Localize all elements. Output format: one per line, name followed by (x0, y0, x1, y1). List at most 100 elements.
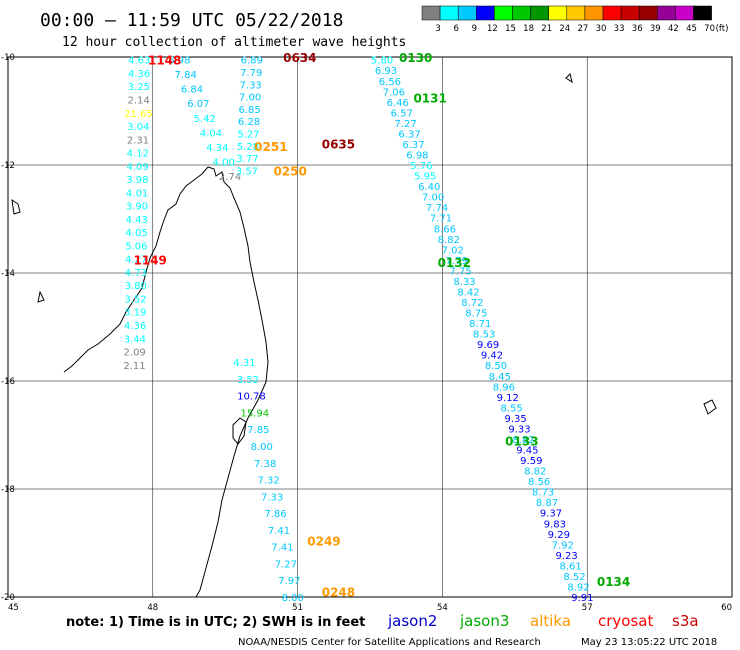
wave-height-value: 7.71 (430, 214, 452, 225)
legend-note: note: 1) Time is in UTC; 2) SWH is in fe… (66, 615, 365, 630)
legend-altika: altika (530, 612, 571, 630)
wave-height-value: 15.94 (241, 408, 270, 419)
color-swatch (620, 5, 640, 21)
wave-height-value: 3.44 (124, 334, 146, 345)
wave-height-value: 3.19 (124, 308, 146, 319)
wave-height-value: 2.11 (123, 361, 145, 372)
wave-height-value: 4.36 (124, 321, 146, 332)
color-scale: 3 6 9 12 15 18 21 24 27 30 33 36 39 42 45 70 (ft) (421, 5, 728, 34)
wave-height-value: 6.98 (406, 151, 428, 162)
wave-height-value: 9.37 (540, 509, 562, 520)
wave-height-value: 7.86 (264, 509, 286, 520)
lon-tick-label: 57 (582, 603, 593, 613)
lat-tick-label: -12 (1, 161, 15, 171)
wave-height-value: 2.14 (128, 95, 150, 106)
wave-height-value: 6.56 (379, 77, 401, 88)
wave-height-value: 3.80 (125, 281, 147, 292)
wave-height-value: 7.27 (394, 119, 416, 130)
track-altika-upper: 6.98 7.84 6.84 6.07 5.42 4.04 4.34 4.00 2.74 (168, 56, 241, 183)
scale-tick-label: 12 (487, 24, 498, 34)
wave-height-value: 9.91 (571, 593, 593, 604)
pass-time-label: 1148 (148, 54, 181, 68)
wave-height-value: 8.52 (563, 572, 585, 583)
wave-height-value: 5.27 (237, 130, 259, 141)
wave-height-value: 4.73 (125, 268, 147, 279)
track-jason3: 5.806.936.567.066.466.577.276.376.376.98… (371, 56, 594, 604)
wave-height-value: 8.53 (473, 330, 495, 341)
wave-height-value: 8.50 (485, 361, 507, 372)
wave-height-value: 8.33 (453, 277, 475, 288)
scale-tick-label: 45 (686, 24, 697, 34)
scale-tick-label: 27 (577, 24, 588, 34)
wave-height-value: 5.06 (125, 241, 147, 252)
wave-height-value: 3.57 (236, 166, 258, 177)
color-swatch (566, 5, 586, 21)
wave-height-value: 7.41 (271, 543, 293, 554)
footer-timestamp: May 23 13:05:22 UTC 2018 (581, 637, 717, 648)
wave-height-value: 3.25 (128, 82, 150, 93)
pass-time-label: 0130 (399, 51, 432, 65)
wave-height-value: 5.76 (410, 161, 432, 172)
pass-time-label: 0634 (283, 51, 316, 65)
wave-height-value: 2.31 (127, 135, 149, 146)
wave-height-value: 7.32 (258, 476, 280, 487)
wave-height-value: 4.00 (213, 157, 235, 168)
wave-height-value: 9.29 (548, 530, 570, 541)
wave-height-value: 3.04 (127, 122, 149, 133)
scale-tick-label: 15 (505, 24, 516, 34)
wave-height-value: 6.28 (238, 117, 260, 128)
wave-height-value: 5.42 (194, 114, 216, 125)
wave-height-value: 8.82 (524, 467, 546, 478)
wave-height-value: 8.42 (457, 287, 479, 298)
wave-height-value: 9.45 (516, 446, 538, 457)
satellite-legend: jason2 jason3 altika cryosat s3a (387, 612, 699, 630)
wave-height-value: 7.33 (261, 492, 283, 503)
color-swatch (548, 5, 568, 21)
color-swatch (602, 5, 622, 21)
pass-time-label: 0251 (254, 140, 287, 154)
wave-height-value: 9.33 (508, 424, 530, 435)
pass-time-label: 0249 (307, 534, 340, 548)
wave-height-value: 7.38 (254, 459, 276, 470)
wave-height-value: 4.31 (233, 358, 255, 369)
wave-height-value: 9.42 (481, 351, 503, 362)
lon-tick-label: 51 (292, 603, 303, 613)
color-swatch (693, 5, 712, 21)
wave-height-value: 7.02 (442, 245, 464, 256)
wave-height-value: 6.37 (402, 140, 424, 151)
wave-height-value: 2.74 (219, 172, 241, 183)
wave-height-value: 6.46 (387, 98, 409, 109)
wave-height-value: 6.85 (238, 105, 260, 116)
color-swatch (476, 5, 495, 21)
wave-height-value: 8.61 (559, 561, 581, 572)
color-swatch (494, 5, 513, 21)
track-s3a-upper: 6.897.797.33 7.006.856.28 5.275.283.773.57 (236, 56, 263, 178)
lat-tick-label: -16 (1, 377, 15, 387)
color-swatch (421, 5, 441, 21)
pass-time-label: 0134 (597, 575, 630, 589)
scale-tick-label: 9 (472, 24, 477, 34)
wave-height-value: 8.92 (567, 582, 589, 593)
wave-height-value: 4.01 (126, 188, 148, 199)
wave-height-value: 8.75 (465, 309, 487, 320)
legend-s3a: s3a (672, 612, 699, 630)
lat-tick-label: -14 (1, 269, 15, 279)
wave-height-value: 3.98 (126, 175, 148, 186)
pass-time-label: 1149 (133, 254, 166, 268)
color-swatch (512, 5, 531, 21)
map-subtitle: 12 hour collection of altimeter wave hei… (62, 35, 406, 50)
wave-height-value: 8.71 (469, 319, 491, 330)
scale-tick-label: 6 (453, 24, 458, 34)
wave-height-value: 9.12 (497, 393, 519, 404)
wave-height-value: 7.06 (383, 87, 405, 98)
wave-height-value: 10.78 (237, 392, 266, 403)
wave-height-value: 7.79 (240, 68, 262, 79)
graticule (8, 57, 732, 597)
wave-height-value: 6.93 (375, 66, 397, 77)
lat-tick-label: -18 (1, 485, 15, 495)
footer-credit: NOAA/NESDIS Center for Satellite Applica… (238, 637, 541, 648)
color-swatch (439, 5, 459, 21)
lon-tick-label: 45 (8, 603, 19, 613)
satellite-tracks: 4.63 4.36 3.25 2.14 21.65 3.04 2.31 4.12 4.09 3.9… (123, 56, 593, 604)
